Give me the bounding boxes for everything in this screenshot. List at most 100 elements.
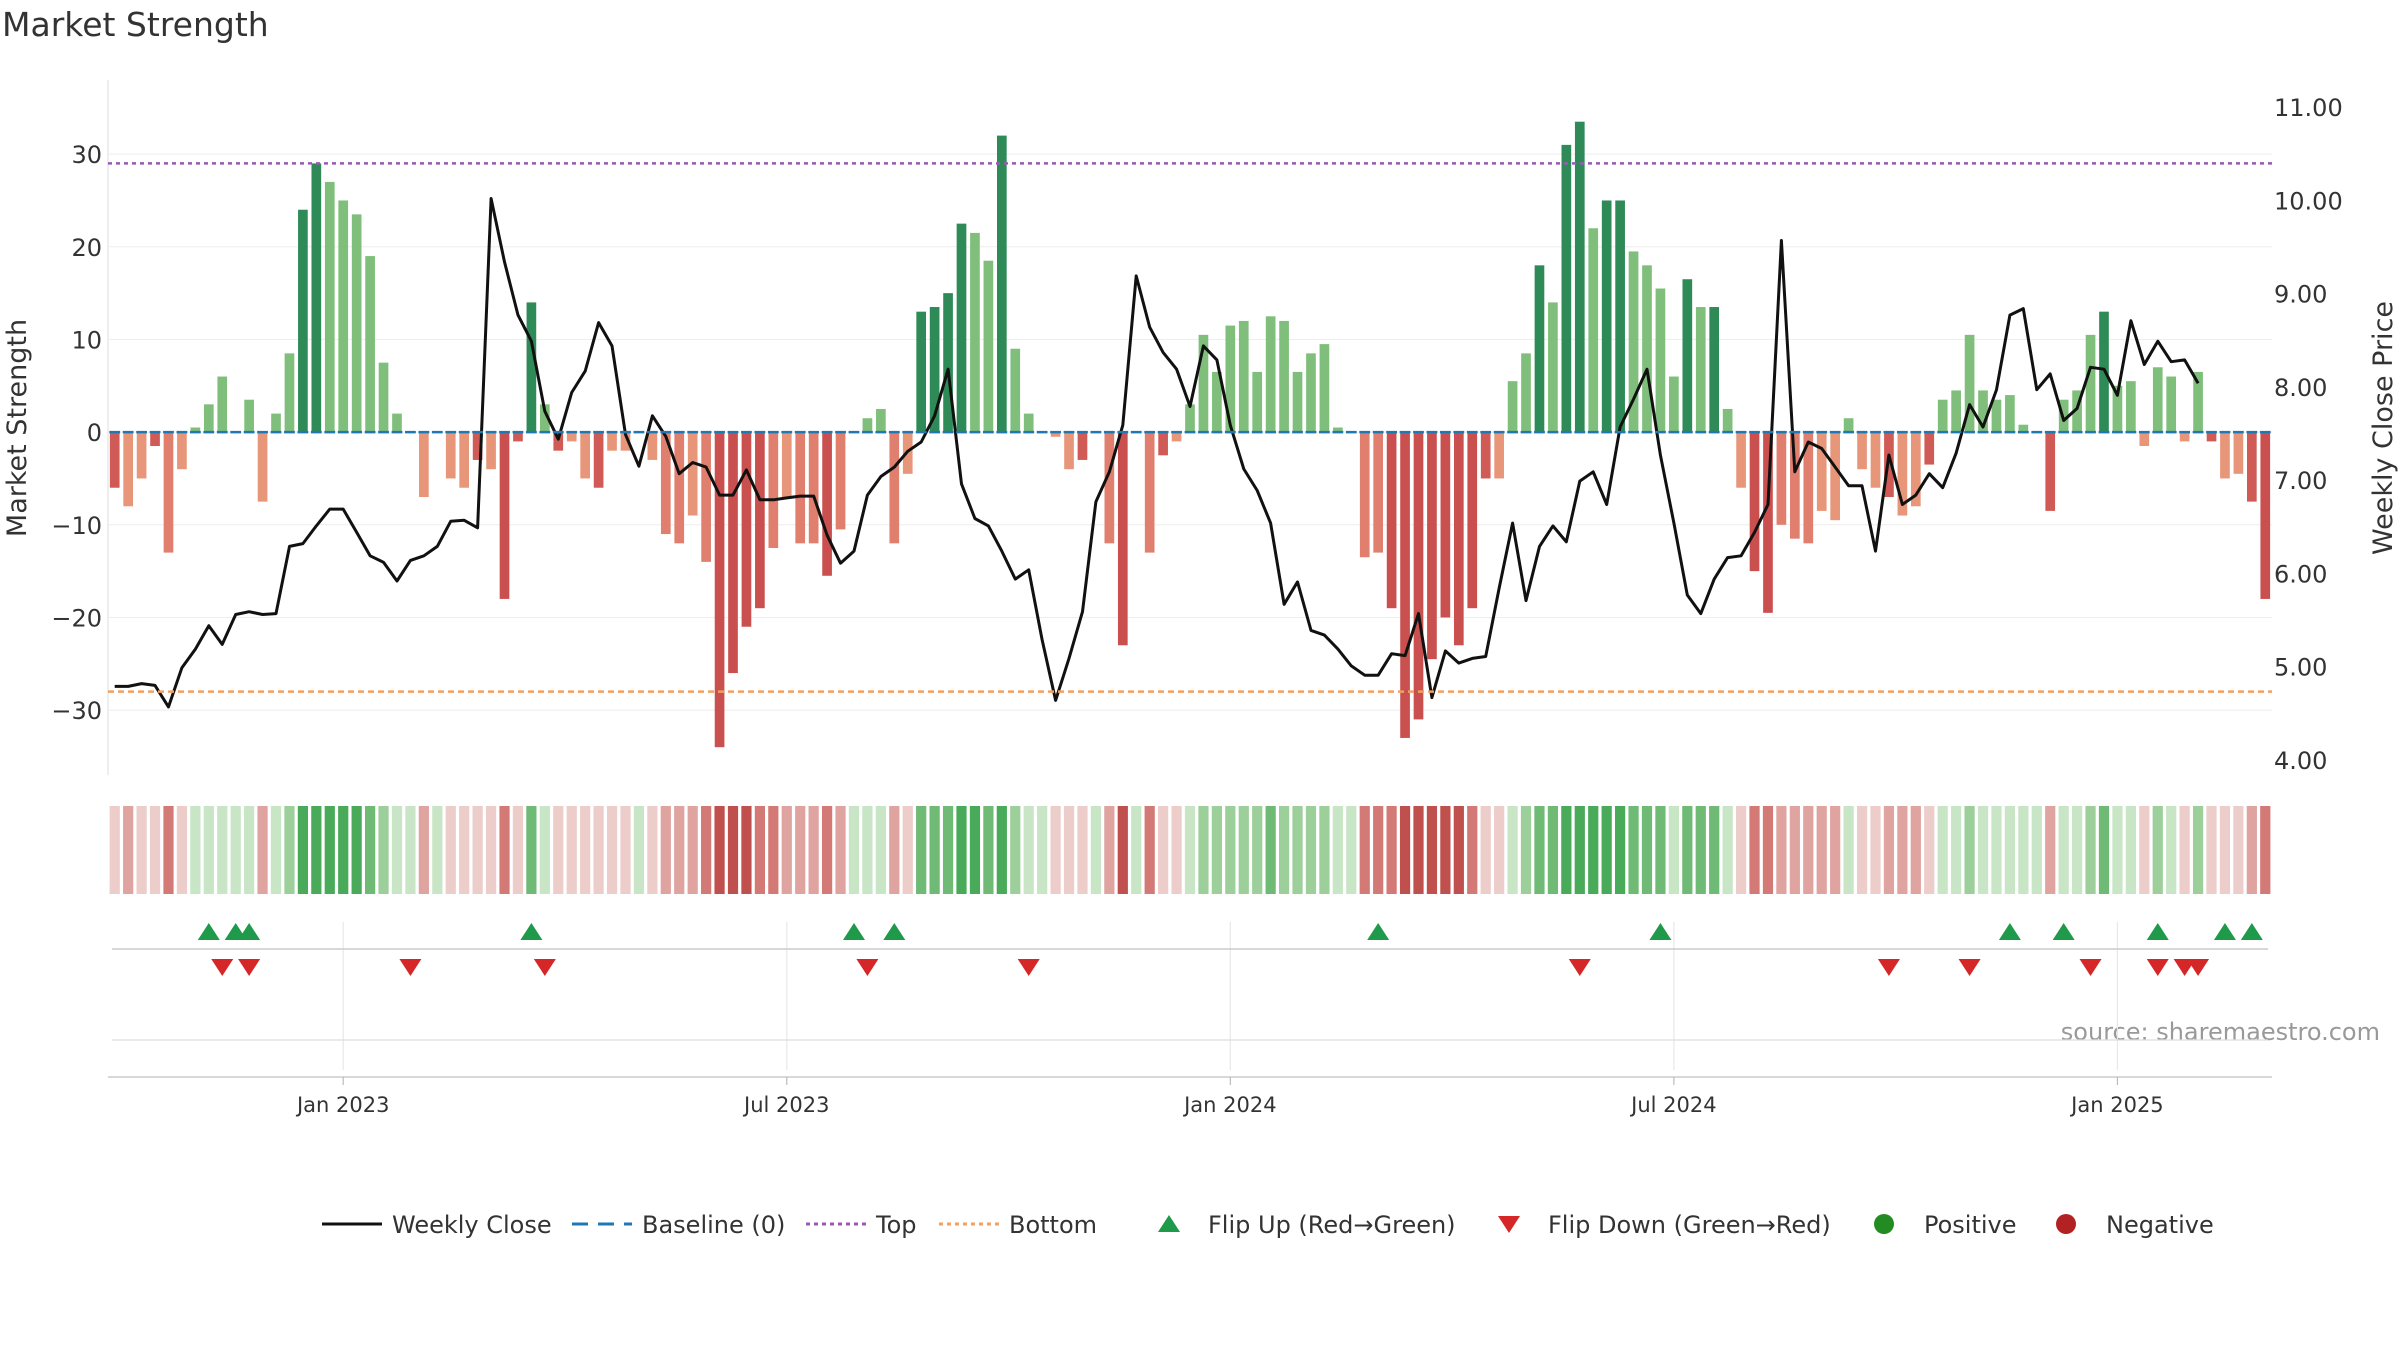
strength-strip-cell	[1225, 806, 1236, 894]
strength-bar	[284, 353, 295, 433]
strength-strip-cell	[2071, 806, 2083, 894]
x-tick-label: Jan 2024	[1182, 1093, 1277, 1117]
strength-bar	[876, 408, 886, 433]
strength-strip-cell	[1991, 806, 2002, 894]
flip-down-marker	[1958, 959, 1981, 976]
y-left-tick-label: 0	[87, 419, 102, 447]
flip-up-marker	[238, 923, 261, 940]
strength-strip-cell	[1830, 806, 1841, 894]
flip-down-marker	[399, 959, 422, 976]
strength-strip-cell	[1050, 806, 1061, 894]
strength-strip-cell	[1144, 806, 1155, 894]
strength-bar	[2152, 367, 2163, 433]
y-left-tick-label: −20	[51, 604, 102, 632]
strength-strip-cell	[1655, 806, 1666, 894]
strength-bar	[916, 311, 927, 433]
strength-strip-cell	[1359, 806, 1370, 894]
strength-strip-cell	[553, 806, 564, 894]
strength-strip-cell	[1373, 806, 1384, 894]
strength-bar	[1991, 399, 2002, 433]
flip-down-marker	[2187, 959, 2210, 976]
strength-bar	[1373, 432, 1384, 553]
strength-strip-cell	[566, 806, 577, 894]
strength-bar	[257, 432, 268, 502]
x-tick-label: Jan 2023	[295, 1093, 390, 1117]
strength-bar	[1642, 265, 1652, 433]
flip-down-marker	[1877, 959, 1900, 976]
strength-strip-cell	[203, 806, 214, 894]
strength-strip-cell	[2045, 806, 2056, 894]
strength-strip-cell	[1682, 806, 1693, 894]
strength-bar	[1333, 427, 1343, 433]
strength-strip-cell	[526, 806, 537, 894]
strength-strip-cell	[1158, 806, 1169, 894]
strength-bar	[1695, 307, 1706, 433]
flip-up-marker	[842, 923, 865, 940]
strength-strip-cell	[1238, 806, 1249, 894]
legend-label: Bottom	[1009, 1211, 1097, 1239]
strength-bar	[1265, 316, 1276, 433]
x-tick-label: Jan 2025	[2069, 1093, 2164, 1117]
strength-strip-cell	[2219, 806, 2231, 894]
y-left-tick-label: 10	[71, 326, 102, 354]
strength-bar	[1937, 399, 1948, 433]
strength-strip-cell	[338, 806, 349, 894]
strength-strip-cell	[2179, 806, 2190, 894]
strength-strip-cell	[1601, 806, 1612, 894]
flip-up-marker	[2146, 923, 2169, 940]
strength-bar	[163, 432, 174, 553]
strength-strip-cell	[351, 806, 362, 894]
strength-strip-cell	[459, 806, 470, 894]
strength-bar	[2112, 385, 2123, 433]
strength-bar	[1238, 320, 1249, 433]
strength-strip-cell	[1816, 806, 1827, 894]
strength-bar	[1279, 320, 1289, 433]
strength-bar	[1601, 200, 1612, 433]
strength-bar	[2179, 432, 2190, 442]
strength-bar	[1453, 432, 1464, 646]
strength-strip-cell	[1870, 806, 1881, 894]
strength-strip-cell	[1292, 806, 1303, 894]
strength-strip-cell	[902, 806, 913, 894]
strength-bar	[1292, 371, 1303, 433]
strength-bar	[1803, 432, 1814, 544]
strength-strip-cell	[2166, 806, 2177, 894]
strength-strip-cell	[741, 806, 752, 894]
strength-bar	[150, 432, 160, 447]
legend-label: Baseline (0)	[642, 1211, 785, 1239]
strength-strip-cell	[983, 806, 994, 894]
x-tick-label: Jul 2024	[1629, 1093, 1716, 1117]
strength-strip-cell	[2098, 806, 2110, 894]
strength-strip-cell	[311, 806, 322, 894]
strength-strip-cell	[1346, 806, 1357, 894]
strength-bar	[983, 260, 994, 433]
y-right-tick-label: 6.00	[2274, 560, 2327, 588]
strength-bar	[338, 200, 349, 433]
strength-bar	[378, 362, 389, 433]
strength-bar	[526, 302, 537, 433]
strength-bar	[445, 432, 456, 479]
strength-bar	[956, 223, 967, 433]
strength-bar	[714, 432, 725, 748]
strength-bar	[109, 432, 120, 488]
strength-strip-cell	[2233, 806, 2244, 894]
strength-strip-cell	[1588, 806, 1599, 894]
strength-bar	[996, 135, 1007, 433]
strength-strip-cell	[674, 806, 685, 894]
strength-strip-cell	[2031, 806, 2042, 894]
strength-strip-cell	[1762, 806, 1774, 894]
strength-bar	[1494, 432, 1504, 479]
strength-strip-cell	[2260, 806, 2271, 894]
strength-bar	[1185, 404, 1195, 433]
strength-bar	[580, 432, 590, 479]
strength-bar	[1077, 432, 1088, 460]
strength-bar	[1023, 413, 1034, 433]
strength-bar	[2085, 334, 2096, 433]
strength-bar	[2246, 432, 2257, 502]
strength-strip-cell	[1910, 806, 1921, 894]
strength-strip-cell	[848, 806, 860, 894]
strength-bar	[2072, 390, 2082, 433]
strength-strip-cell	[1023, 806, 1034, 894]
strength-strip-cell	[1534, 806, 1545, 894]
strength-strip-cell	[1709, 806, 1720, 894]
